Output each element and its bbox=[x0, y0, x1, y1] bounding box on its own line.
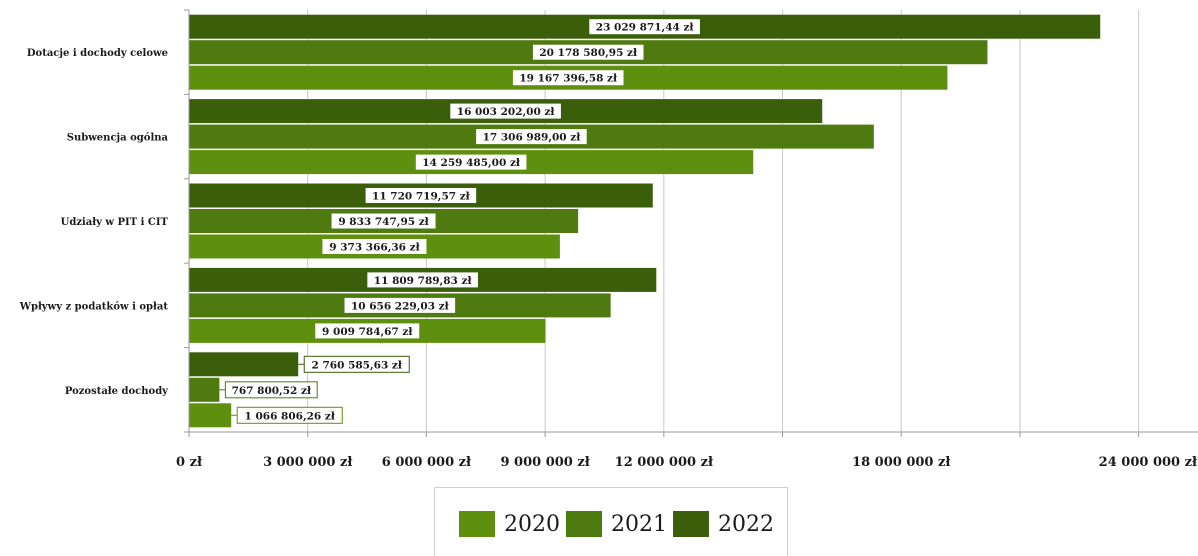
data-label: 9 373 366,36 zł bbox=[329, 242, 420, 254]
category-label: Pozostałe dochody bbox=[65, 386, 169, 397]
legend-swatch-2020 bbox=[459, 511, 495, 537]
data-label-box bbox=[511, 69, 625, 87]
legend-swatch-2022 bbox=[673, 511, 709, 537]
data-label: 20 178 580,95 zł bbox=[539, 47, 638, 59]
data-labels: 23 029 871,44 zł 20 178 580,95 zł 19 167 3… bbox=[219, 18, 701, 424]
data-label: 9 009 784,67 zł bbox=[322, 326, 413, 338]
data-label: 11 720 719,57 zł bbox=[372, 191, 471, 203]
bar-2021 bbox=[189, 377, 220, 402]
data-label: 10 656 229,03 zł bbox=[351, 300, 450, 312]
data-label: 19 167 396,58 zł bbox=[519, 73, 618, 85]
category-label: Udziały w PIT i CIT bbox=[61, 217, 169, 228]
data-label: 23 029 871,44 zł bbox=[596, 22, 695, 34]
legend: 2020 2021 2022 bbox=[434, 487, 788, 556]
legend-item-2021: 2021 bbox=[566, 511, 667, 537]
x-tick-label: 9 000 000 zł bbox=[500, 455, 590, 470]
legend-swatch-2021 bbox=[566, 511, 602, 537]
x-tick-label: 18 000 000 zł bbox=[852, 455, 951, 470]
bar-chart: 0 zł 3 000 000 zł 6 000 000 zł 9 000 000 zł… bbox=[19, 9, 1198, 470]
data-label-box bbox=[330, 212, 437, 230]
axes: 0 zł 3 000 000 zł 6 000 000 zł 9 000 000 zł… bbox=[19, 9, 1198, 470]
data-label-box bbox=[366, 271, 479, 289]
x-tick-label: 0 zł bbox=[176, 455, 203, 470]
bar-2020 bbox=[189, 403, 232, 428]
data-label-box bbox=[364, 187, 478, 204]
bar-2022 bbox=[189, 352, 299, 377]
x-tick-label: 24 000 000 zł bbox=[1099, 455, 1198, 470]
category-label: Wpływy z podatków i opłat bbox=[19, 301, 169, 312]
legend-label-2022: 2022 bbox=[718, 511, 774, 537]
x-tick-label: 3 000 000 zł bbox=[263, 455, 353, 470]
data-label-box bbox=[449, 102, 562, 120]
data-label: 767 800,52 zł bbox=[232, 385, 312, 397]
data-label-box bbox=[475, 128, 588, 146]
data-label: 9 833 747,95 zł bbox=[338, 216, 429, 228]
data-label-box bbox=[224, 381, 318, 399]
data-label-box bbox=[236, 406, 343, 424]
legend-label-2021: 2021 bbox=[611, 511, 667, 537]
data-label: 1 066 806,26 zł bbox=[245, 410, 336, 422]
x-tick-label: 6 000 000 zł bbox=[382, 455, 472, 470]
data-label: 16 003 202,00 zł bbox=[457, 106, 556, 118]
category-label: Dotacje i dochody celowe bbox=[27, 48, 168, 59]
data-label-box bbox=[588, 18, 701, 36]
data-label: 2 760 585,63 zł bbox=[312, 359, 403, 371]
data-label: 11 809 789,83 zł bbox=[374, 275, 473, 287]
legend-item-2020: 2020 bbox=[459, 511, 560, 537]
data-label-box bbox=[414, 153, 528, 171]
x-tick-label: 12 000 000 zł bbox=[615, 455, 714, 470]
data-label-box bbox=[314, 322, 421, 340]
data-label-box bbox=[321, 238, 428, 255]
data-label-box bbox=[531, 43, 645, 61]
data-label: 17 306 989,00 zł bbox=[483, 132, 582, 144]
legend-item-2022: 2022 bbox=[673, 511, 774, 537]
category-label: Subwencja ogólna bbox=[67, 133, 169, 144]
legend-label-2020: 2020 bbox=[504, 511, 560, 537]
data-label: 14 259 485,00 zł bbox=[422, 157, 521, 169]
data-label-box bbox=[303, 355, 410, 373]
data-label-box bbox=[343, 296, 457, 314]
